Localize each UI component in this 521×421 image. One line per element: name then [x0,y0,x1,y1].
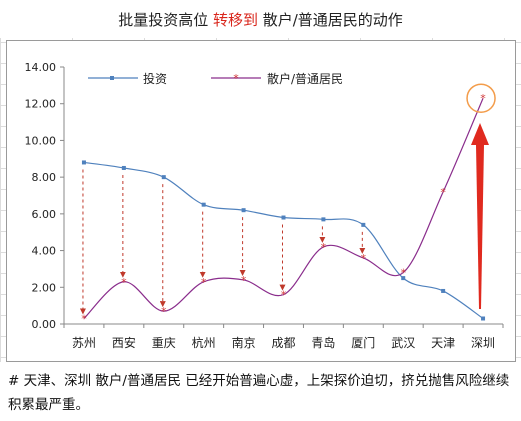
line-chart: 0.00 2.00 4.00 6.00 8.00 10.00 12.00 14.00 苏州 西安… [25,61,504,350]
legend-resident-label: 散户/普通居民 [267,71,343,86]
y-tick-label: 8.00 [32,171,57,184]
resident-point: * [440,186,446,199]
y-tick-label: 10.00 [25,134,57,147]
x-tick-label: 成都 [271,336,295,350]
resident-point: * [321,241,327,254]
y-tick-label: 0.00 [32,318,57,331]
x-tick-label: 武汉 [391,336,415,350]
chart-title: 批量投资高位 转移到 散户/普通居民的动作 [0,9,521,30]
series-investment-markers [81,160,486,321]
x-tick-label: 深圳 [471,336,495,350]
x-tick-label: 天津 [431,336,455,350]
title-highlight: 转移到 [212,11,258,29]
resident-point: * [121,276,127,289]
x-tick-label: 重庆 [152,336,176,350]
legend-investment-marker [110,76,114,80]
resident-point: * [81,312,87,325]
legend-resident-marker: * [233,72,239,85]
investment-point [201,202,206,207]
title-part-3: 散户/普通居民的动作 [257,11,403,29]
title-band [0,0,521,38]
surge-arrow-icon [471,123,489,309]
investment-point [441,288,446,293]
investment-point [481,316,486,321]
y-tick-group: 0.00 2.00 4.00 6.00 8.00 10.00 12.00 14.00 [25,61,64,331]
x-tick-label: 杭州 [192,335,216,350]
x-tick-label: 厦门 [351,335,375,350]
x-tick-label: 西安 [112,335,136,350]
resident-point: * [201,276,207,289]
x-tick-group: 苏州 西安 重庆 杭州 南京 成都 青岛 厦门 武汉 天津 深圳 [63,324,504,350]
legend-investment-label: 投资 [143,71,167,86]
investment-point [321,217,326,222]
surge-arrow-shaft [476,145,484,309]
resident-point: * [281,289,287,302]
resident-point: * [400,267,406,280]
note-text: # 天津、深圳 散户/普通居民 已经开始普遍心虚，上架探价迫切，挤兑抛售风险继续… [8,373,510,413]
investment-point [81,160,86,165]
x-tick-label: 苏州 [72,336,96,350]
resident-point: * [241,274,247,287]
resident-point: * [161,305,167,318]
x-tick-label: 南京 [232,335,256,350]
investment-point [281,215,286,220]
legend: 投资 * 散户/普通居民 [88,71,343,86]
surge-arrow-head [471,123,489,145]
resident-point: * [480,92,486,105]
y-tick-label: 4.00 [32,245,57,258]
investment-point [161,175,166,180]
y-tick-label: 12.00 [25,98,57,111]
investment-point [401,276,406,281]
drop-arrows [79,169,366,315]
investment-point [121,165,126,170]
y-tick-label: 2.00 [32,281,57,294]
chart-frame: 0.00 2.00 4.00 6.00 8.00 10.00 12.00 14.00 苏州 西安… [6,40,516,362]
series-resident-markers: * * * * * * * * * * * [81,92,486,325]
highlight-circle [466,83,496,113]
y-tick-label: 6.00 [32,208,57,221]
note-band [0,362,521,421]
resident-point: * [361,252,367,265]
investment-point [241,208,246,213]
series-resident-line [83,97,484,319]
y-tick-label: 14.00 [25,61,57,74]
x-tick-label: 青岛 [311,335,335,350]
investment-point [361,222,366,227]
title-part-1: 批量投资高位 [118,11,213,29]
